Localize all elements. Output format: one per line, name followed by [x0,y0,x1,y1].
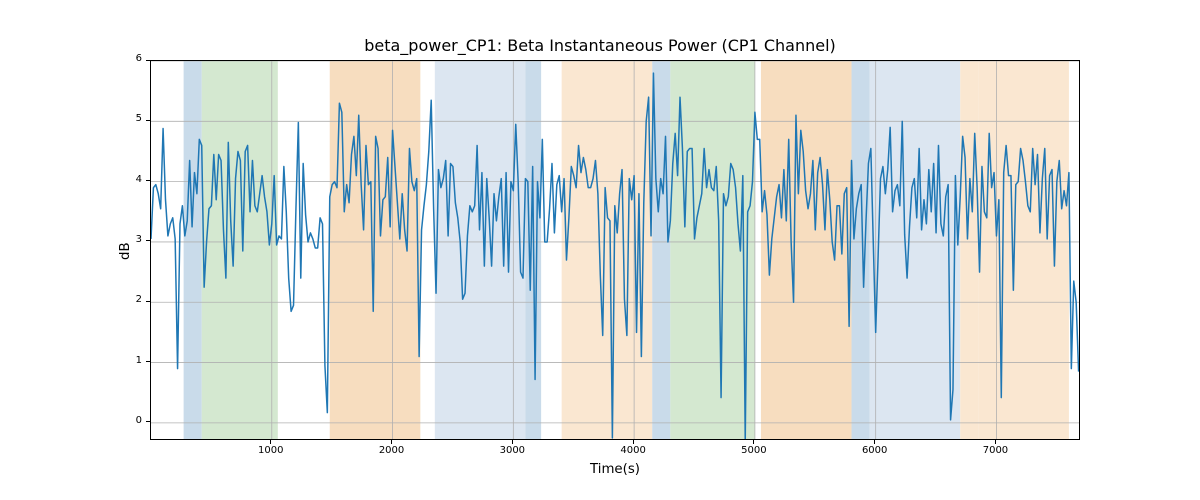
chart-title: beta_power_CP1: Beta Instantaneous Power… [0,36,1200,55]
x-tick-mark [391,440,392,444]
y-tick-mark [146,301,150,302]
y-axis-label: dB [118,242,133,260]
y-tick-mark [146,421,150,422]
y-tick-label: 2 [136,294,142,305]
y-tick-label: 4 [136,174,142,185]
x-tick-mark [512,440,513,444]
x-tick-mark [995,440,996,444]
plot-svg [151,61,1080,440]
y-tick-label: 6 [136,53,142,64]
x-tick-mark [270,440,271,444]
y-tick-mark [146,120,150,121]
x-tick-label: 1000 [251,445,291,456]
y-tick-label: 5 [136,113,142,124]
x-tick-mark [633,440,634,444]
figure: beta_power_CP1: Beta Instantaneous Power… [0,0,1200,500]
y-tick-label: 3 [136,234,142,245]
y-tick-label: 1 [136,355,142,366]
y-tick-mark [146,240,150,241]
y-tick-label: 0 [136,415,142,426]
x-tick-label: 5000 [734,445,774,456]
x-tick-label: 6000 [855,445,895,456]
x-tick-label: 3000 [492,445,532,456]
x-tick-label: 2000 [372,445,412,456]
y-tick-mark [146,180,150,181]
x-tick-mark [753,440,754,444]
plot-axes [150,60,1080,440]
y-tick-mark [146,361,150,362]
y-tick-mark [146,60,150,61]
x-axis-label: Time(s) [150,462,1080,477]
x-tick-label: 4000 [613,445,653,456]
x-tick-label: 7000 [975,445,1015,456]
x-tick-mark [874,440,875,444]
